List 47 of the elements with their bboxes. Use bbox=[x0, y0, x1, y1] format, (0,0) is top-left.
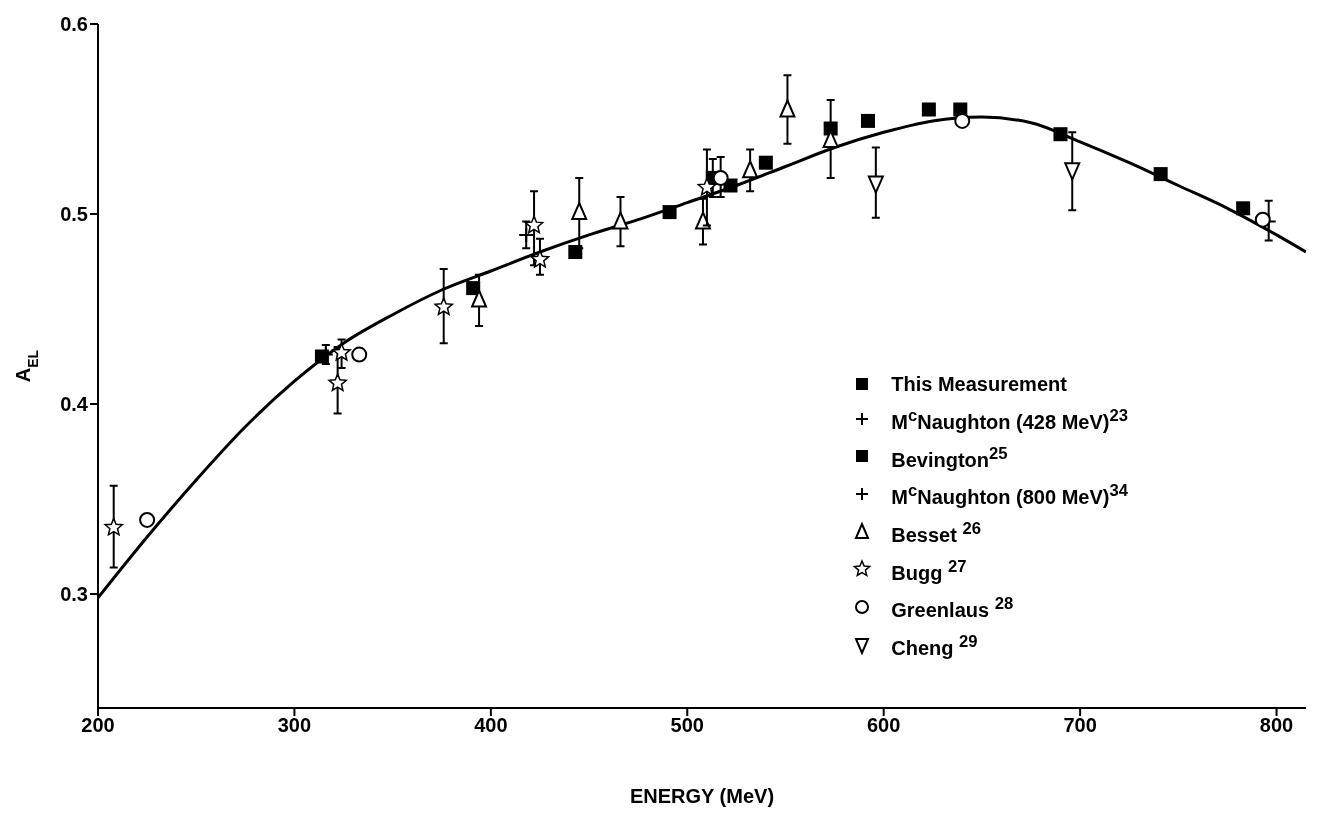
legend-label: Cheng $^{29}$ bbox=[891, 630, 978, 661]
x-tick-label: 200 bbox=[81, 714, 115, 737]
point bbox=[571, 202, 588, 221]
x-tick-label: 600 bbox=[867, 714, 901, 737]
point bbox=[104, 517, 124, 536]
point bbox=[518, 226, 535, 243]
x-tick-label: 700 bbox=[1063, 714, 1097, 737]
x-axis-title: ENERGY (MeV) bbox=[629, 785, 775, 807]
point bbox=[434, 297, 454, 316]
y-tick-label: 0.5 bbox=[60, 203, 88, 226]
legend-label: This Measurement bbox=[891, 372, 1067, 397]
point bbox=[471, 289, 488, 308]
point bbox=[860, 113, 875, 128]
point bbox=[1254, 211, 1271, 228]
point bbox=[662, 205, 677, 220]
point bbox=[697, 177, 717, 196]
point bbox=[921, 102, 936, 117]
legend-label: Bevington$^{25}$ bbox=[891, 442, 1008, 473]
y-tick-label: 0.6 bbox=[60, 13, 88, 36]
legend-label: Besset $^{26}$ bbox=[891, 517, 981, 548]
point bbox=[328, 373, 347, 392]
point bbox=[779, 99, 796, 118]
point bbox=[1153, 167, 1168, 182]
point bbox=[954, 112, 971, 129]
legend-label: Greenlaus $^{28}$ bbox=[891, 593, 1014, 623]
point bbox=[139, 511, 156, 528]
point bbox=[568, 245, 583, 259]
x-tick-label: 500 bbox=[670, 714, 704, 737]
point bbox=[524, 215, 544, 234]
legend-label: Bugg $^{27}$ bbox=[891, 555, 967, 586]
point bbox=[1064, 162, 1081, 181]
legend-label: M$^{c}$Naughton (800 MeV)$^{34}$ bbox=[891, 480, 1128, 510]
point bbox=[712, 169, 729, 186]
x-tick-label: 800 bbox=[1259, 714, 1294, 737]
point bbox=[1236, 201, 1251, 216]
point bbox=[351, 346, 368, 363]
legend-label: M$^{c}$Naughton (428 MeV)$^{23}$ bbox=[891, 405, 1128, 435]
y-tick-label: 0.4 bbox=[60, 393, 89, 416]
x-tick-label: 300 bbox=[277, 714, 312, 737]
x-tick-label: 400 bbox=[474, 714, 508, 737]
point bbox=[758, 155, 773, 170]
y-tick-label: 0.3 bbox=[60, 583, 88, 606]
point bbox=[332, 342, 351, 361]
point bbox=[742, 160, 759, 179]
point bbox=[867, 175, 884, 194]
point bbox=[612, 211, 629, 230]
point bbox=[1053, 127, 1068, 142]
